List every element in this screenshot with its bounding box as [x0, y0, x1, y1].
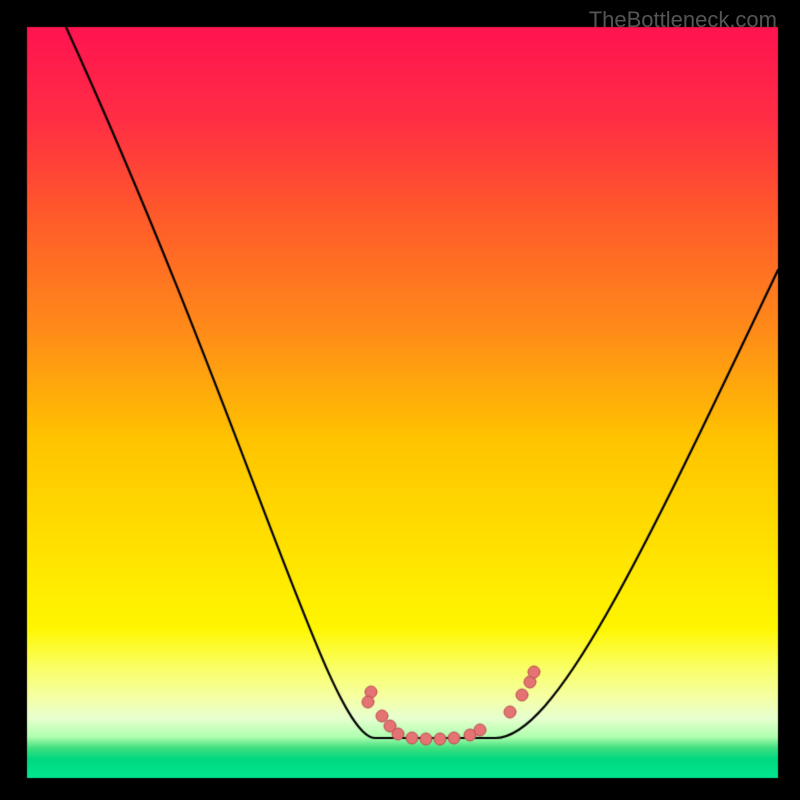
bottleneck-chart-canvas [0, 0, 800, 800]
chart-stage: TheBottleneck.com [0, 0, 800, 800]
